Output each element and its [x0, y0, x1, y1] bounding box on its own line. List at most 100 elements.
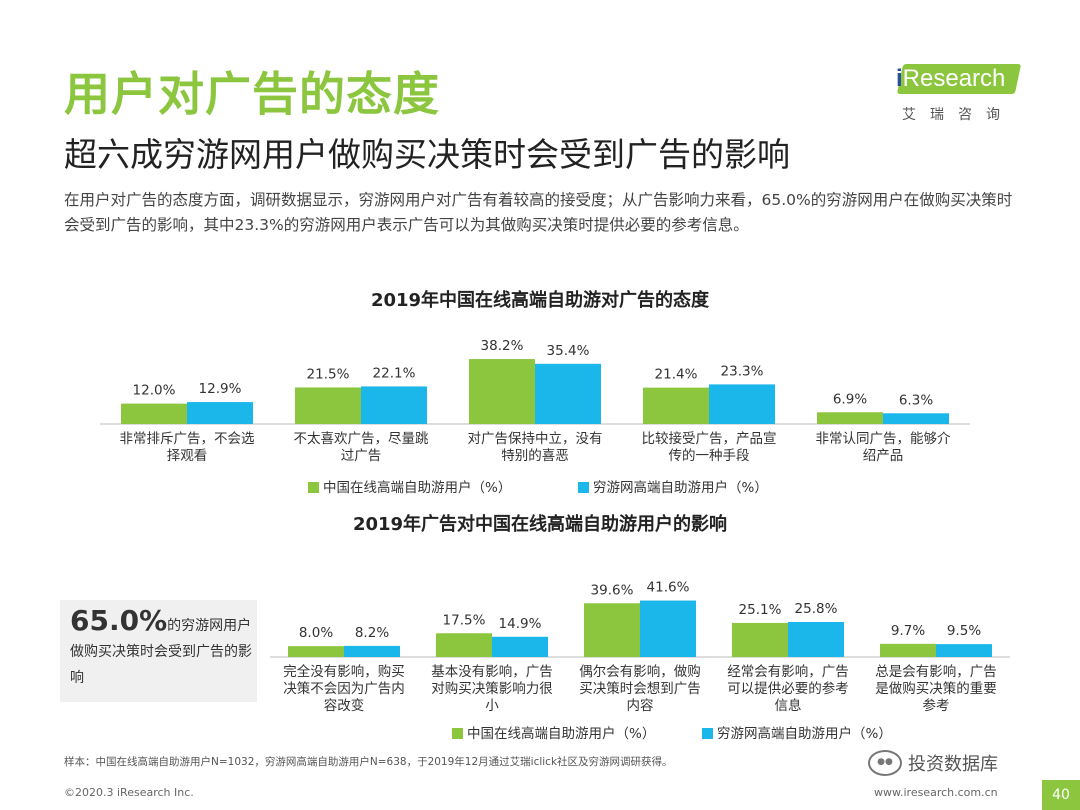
data-label-1-3: 39.6% [591, 582, 634, 598]
data-label-2-4: 23.3% [721, 363, 764, 379]
legend-label-1: 中国在线高端自助游用户（%） [467, 725, 655, 742]
iresearch-logo: iResearch 艾瑞咨询 [890, 64, 1030, 124]
bar-1-4 [643, 387, 709, 424]
category-label-line: 参考 [923, 697, 950, 714]
logo-text: iResearch [896, 65, 1006, 92]
page-number: 40 [1042, 780, 1080, 810]
highlight-callout: 65.0%的穷游网用户做购买决策时会受到广告的影响 [60, 600, 257, 702]
chart1-title: 2019年中国在线高端自助游对广告的态度 [370, 290, 710, 311]
bar-2-1 [187, 402, 253, 424]
bar-2-3 [640, 600, 696, 657]
bar-2-5 [883, 413, 949, 424]
category-label-line: 非常认同广告，能够介 [816, 431, 951, 447]
chart2-plot: 8.0% 8.2% 完全没有影响，购买决策不会因为广告内容改变 17.5% 14.9% 基… [270, 580, 1010, 742]
category-label-line: 信息 [775, 697, 802, 714]
legend-label-1: 中国在线高端自助游用户（%） [323, 479, 511, 496]
chart2-title: 2019年广告对中国在线高端自助游用户的影响 [352, 514, 728, 535]
callout-text: 65.0%的穷游网用户做购买决策时会受到广告的影响 [70, 607, 255, 691]
category-label-4: 比较接受广告，产品宣传的一种手段 [642, 430, 777, 464]
category-label-line: 比较接受广告，产品宣 [642, 430, 777, 447]
data-label-1-5: 9.7% [891, 623, 925, 639]
chart1-plot: 12.0% 12.9% 非常排斥广告，不会选择观看 21.5% 22.1% 不太喜欢广告，… [100, 338, 970, 496]
category-label-line: 偶尔会有影响，做购 [579, 664, 701, 680]
category-label-line: 非常排斥广告，不会选 [120, 431, 255, 447]
legend-swatch-1 [452, 728, 463, 739]
sample-note: 样本：中国在线高端自助游用户N=1032，穷游网高端自助游用户N=638，于20… [64, 756, 673, 768]
watermark: ●● 投资数据库 [868, 750, 998, 776]
bar-2-1 [344, 645, 400, 657]
category-label-3: 对广告保持中立，没有特别的喜恶 [468, 431, 603, 464]
category-label-line: 可以提供必要的参考 [727, 680, 849, 697]
category-label-line: 容改变 [324, 697, 365, 714]
category-label-line: 小 [485, 698, 499, 714]
category-label-line: 内容 [627, 697, 654, 714]
data-label-2-4: 25.8% [795, 601, 838, 617]
bar-2-5 [936, 644, 992, 657]
data-label-2-1: 12.9% [199, 381, 242, 397]
data-label-2-3: 41.6% [647, 580, 690, 596]
category-label-line: 完全没有影响，购买 [283, 663, 405, 680]
legend-swatch-2 [702, 728, 713, 739]
wechat-icon: ●● [868, 750, 902, 776]
data-label-2-5: 9.5% [947, 623, 981, 639]
bar-1-5 [817, 412, 883, 424]
bar-2-2 [361, 386, 427, 424]
category-label-5: 总是会有影响，广告是做购买决策的重要参考 [875, 664, 997, 714]
data-label-1-5: 6.9% [833, 391, 867, 407]
page-subtitle: 超六成穷游网用户做购买决策时会受到广告的影响 [64, 135, 790, 174]
category-label-line: 是做购买决策的重要 [875, 680, 997, 697]
category-label-4: 经常会有影响，广告可以提供必要的参考信息 [727, 664, 849, 714]
category-label-3: 偶尔会有影响，做购买决策时会想到广告内容 [579, 664, 701, 714]
bar-2-4 [709, 384, 775, 424]
data-label-1-1: 8.0% [299, 625, 333, 641]
category-label-line: 不太喜欢广告，尽量跳 [294, 431, 429, 447]
bar-2-2 [492, 636, 548, 657]
data-label-1-3: 38.2% [481, 338, 524, 354]
data-label-1-4: 21.4% [655, 367, 698, 383]
bar-1-5 [880, 643, 936, 657]
category-label-1: 非常排斥广告，不会选择观看 [120, 431, 255, 464]
data-label-1-1: 12.0% [133, 383, 176, 399]
category-label-1: 完全没有影响，购买决策不会因为广告内容改变 [283, 663, 405, 714]
website: www.iresearch.com.cn [874, 786, 998, 799]
category-label-2: 基本没有影响，广告对购买决策影响力很小 [431, 663, 553, 714]
data-label-2-1: 8.2% [355, 625, 389, 641]
legend-label-2: 穷游网高端自助游用户（%） [717, 725, 892, 742]
callout-percentage: 65.0% [70, 604, 168, 637]
data-label-2-2: 22.1% [373, 365, 416, 381]
category-label-2: 不太喜欢广告，尽量跳过广告 [294, 431, 429, 464]
page-title: 用户对广告的态度 [64, 67, 440, 121]
category-label-line: 基本没有影响，广告 [431, 663, 553, 680]
data-label-2-5: 6.3% [899, 392, 933, 408]
bar-1-2 [436, 633, 492, 657]
description-text: 在用户对广告的态度方面，调研数据显示，穷游网用户对广告有着较高的接受度；从广告影… [64, 191, 1013, 234]
logo-subtitle: 艾瑞咨询 [902, 107, 1014, 123]
callout-description: 的穷游网用户做购买决策时会受到广告的影响 [70, 618, 252, 686]
data-label-1-2: 21.5% [307, 366, 350, 382]
category-label-line: 过广告 [341, 448, 382, 464]
category-label-line: 对购买决策影响力很 [431, 680, 553, 697]
category-label-line: 绍产品 [863, 448, 904, 464]
category-label-line: 传的一种手段 [669, 448, 750, 464]
data-label-1-2: 17.5% [443, 612, 486, 628]
legend-swatch-1 [308, 482, 319, 493]
data-label-1-4: 25.1% [739, 602, 782, 618]
category-label-line: 对广告保持中立，没有 [468, 431, 603, 447]
data-label-2-3: 35.4% [547, 343, 590, 359]
bar-1-1 [288, 646, 344, 657]
category-label-line: 买决策时会想到广告 [579, 680, 701, 697]
bar-1-3 [469, 359, 535, 424]
data-label-2-2: 14.9% [499, 616, 542, 632]
bar-1-3 [584, 603, 640, 657]
category-label-line: 决策不会因为广告内 [283, 680, 405, 697]
legend-swatch-2 [578, 482, 589, 493]
category-label-line: 经常会有影响，广告 [727, 664, 849, 680]
bar-1-4 [732, 622, 788, 657]
category-label-line: 特别的喜恶 [501, 448, 569, 464]
copyright: ©2020.3 iResearch Inc. [64, 786, 194, 799]
bar-2-3 [535, 363, 601, 424]
legend-label-2: 穷游网高端自助游用户（%） [593, 479, 768, 496]
category-label-line: 总是会有影响，广告 [875, 664, 997, 680]
bar-2-4 [788, 621, 844, 657]
category-label-5: 非常认同广告，能够介绍产品 [816, 431, 951, 464]
